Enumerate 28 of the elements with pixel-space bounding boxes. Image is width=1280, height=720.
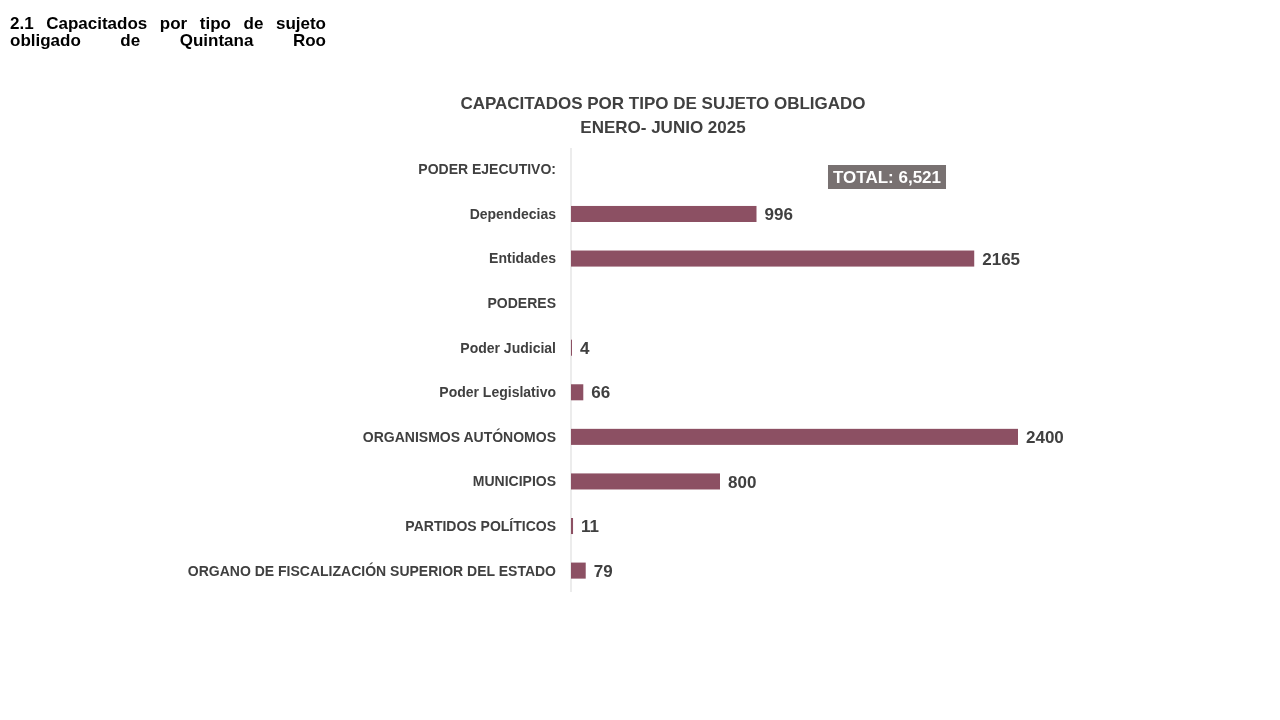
bar — [571, 384, 584, 401]
text: PODER EJECUTIVO: — [418, 161, 556, 178]
y-tick-label: Poder Legislativo — [439, 384, 556, 401]
y-tick-label: Entidades — [489, 250, 557, 267]
data-label: 800 — [728, 472, 757, 492]
chart-subtitle: ENERO- JUNIO 2025 — [580, 118, 746, 137]
bar — [571, 473, 720, 490]
bar — [571, 562, 586, 579]
bar — [571, 518, 574, 535]
data-label: 2165 — [982, 249, 1021, 269]
y-tick-label: ORGANO DE FISCALIZACIÓN SUPERIOR DEL ESTADO — [187, 561, 557, 579]
data-label: 66 — [591, 383, 611, 403]
data-label: 11 — [581, 517, 600, 537]
y-tick-label: ORGANISMOS AUTÓNOMOS — [362, 427, 556, 445]
data-label: 996 — [764, 205, 793, 225]
text: 2.1 Capacitados por tipo de sujeto obligado de Quintana Roo — [10, 14, 326, 50]
y-tick-label: Dependecias — [469, 205, 557, 222]
chart-title: CAPACITADOS POR TIPO DE SUJETO OBLIGADO — [460, 94, 866, 113]
bar — [571, 205, 757, 222]
data-label: 79 — [593, 561, 613, 581]
bar — [571, 428, 1018, 445]
text: PODERES — [487, 295, 556, 312]
y-tick-label: Poder Judicial — [460, 339, 556, 356]
bar — [571, 250, 975, 267]
y-tick-label: MUNICIPIOS — [472, 473, 556, 490]
y-tick-label: PARTIDOS POLÍTICOS — [405, 517, 556, 534]
data-label: 4 — [580, 338, 590, 358]
data-label: 2400 — [1026, 427, 1064, 447]
